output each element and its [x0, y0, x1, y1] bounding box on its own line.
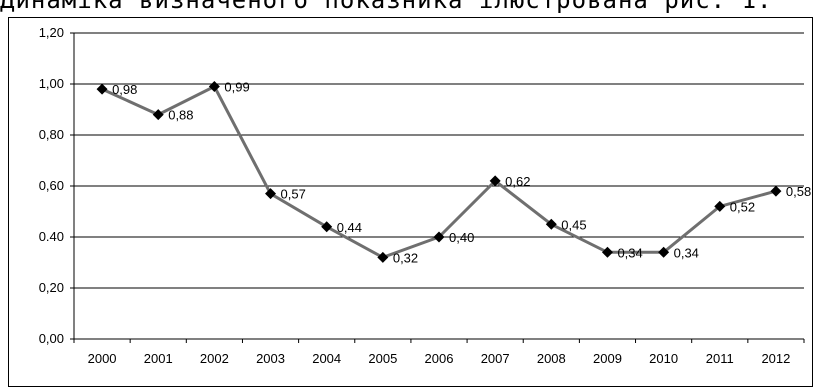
y-tick-label: 0,60 [39, 178, 64, 193]
data-label: 0,98 [112, 82, 137, 97]
data-point-marker [152, 109, 164, 121]
y-tick-label: 1,00 [39, 76, 64, 91]
x-tick-label: 2007 [481, 351, 510, 366]
x-tick-label: 2002 [200, 351, 229, 366]
x-tick-label: 2000 [88, 351, 117, 366]
data-label: 0,58 [786, 184, 811, 199]
y-tick-label: 0,20 [39, 280, 64, 295]
data-point-marker [96, 83, 108, 95]
data-label: 0,32 [393, 250, 418, 265]
data-label: 0,34 [674, 245, 699, 260]
y-tick-label: 0.40 [39, 229, 64, 244]
data-point-marker [433, 231, 445, 243]
data-point-marker [770, 185, 782, 197]
y-tick-label: 0,80 [39, 127, 64, 142]
x-tick-label: 2001 [144, 351, 173, 366]
y-tick-label: 0,00 [39, 331, 64, 346]
data-label: 0,44 [337, 220, 362, 235]
data-point-marker [714, 200, 726, 212]
data-point-marker [321, 221, 333, 233]
data-point-marker [208, 81, 220, 93]
data-point-marker [601, 246, 613, 258]
x-tick-label: 2011 [706, 351, 734, 366]
x-tick-label: 2008 [537, 351, 566, 366]
data-point-marker [377, 251, 389, 263]
data-label: 0,99 [224, 80, 249, 95]
line-chart: 0,00 0,20 0.40 0,60 0,80 1,00 1,20 2000 2001 2002… [8, 17, 813, 387]
x-tick-label: 2012 [761, 351, 790, 366]
data-point-marker [265, 188, 277, 200]
x-tick-label: 2003 [256, 351, 285, 366]
data-point-marker [545, 218, 557, 230]
data-label: 0,45 [561, 217, 586, 232]
x-tick-label: 2006 [425, 351, 454, 366]
data-label: 0,62 [505, 174, 530, 189]
data-label: 0,34 [617, 245, 642, 260]
x-tick-label: 2010 [649, 351, 678, 366]
data-label: 0,88 [168, 108, 193, 123]
x-tick-label: 2005 [368, 351, 397, 366]
chart-area: 0,00 0,20 0.40 0,60 0,80 1,00 1,20 2000 2001 2002… [8, 17, 813, 387]
x-tick-label: 2009 [593, 351, 622, 366]
data-point-marker [489, 175, 501, 187]
data-point-marker [658, 246, 670, 258]
data-label: 0,40 [449, 230, 474, 245]
x-tick-label: 2004 [312, 351, 341, 366]
data-label: 0,57 [281, 187, 306, 202]
chart-border [8, 17, 813, 387]
figure-caption: Динаміка визначеного показника ілюстрова… [0, 0, 773, 14]
y-tick-label: 1,20 [39, 25, 64, 40]
data-label: 0,52 [730, 199, 755, 214]
